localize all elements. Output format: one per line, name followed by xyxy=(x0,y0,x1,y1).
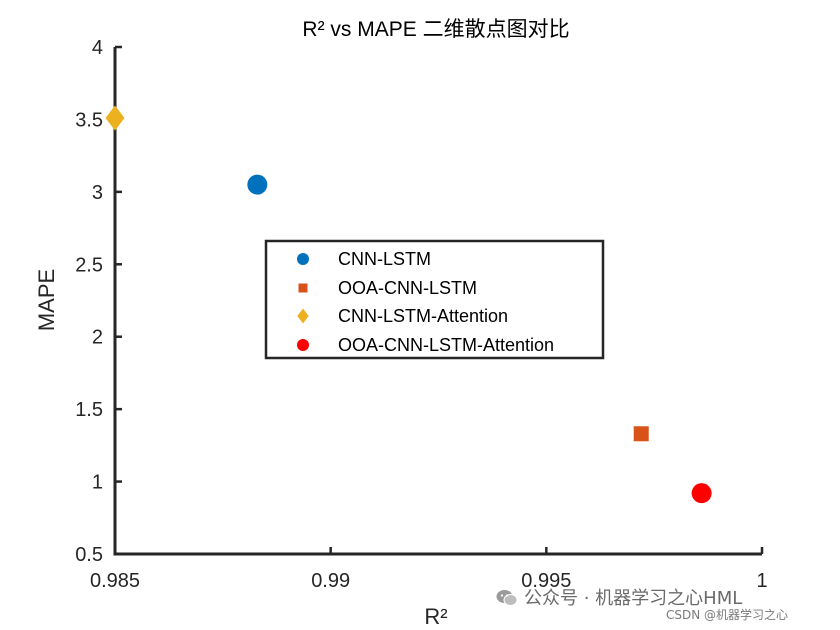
data-points xyxy=(105,105,712,504)
point-cnn-lstm xyxy=(247,174,268,195)
watermark: 公众号 · 机器学习之心HML xyxy=(496,584,742,610)
point-ooa-cnn-lstm xyxy=(633,426,649,442)
y-tick-label: 1 xyxy=(92,472,103,494)
watermark-text: 公众号 · 机器学习之心HML xyxy=(524,588,743,609)
legend-box xyxy=(264,239,605,360)
watermark-secondary: CSDN @机器学习之心 xyxy=(666,608,789,622)
y-tick-label: 3 xyxy=(92,182,103,204)
y-tick-label: 4 xyxy=(92,37,103,59)
y-axis-label: MAPE xyxy=(34,269,59,331)
x-tick-label: 0.985 xyxy=(90,570,140,592)
x-axis-label: R² xyxy=(424,604,447,629)
legend-label-cnn-lstm-attention: CNN-LSTM-Attention xyxy=(338,306,508,326)
legend-marker-cnn-lstm-attention xyxy=(297,308,309,324)
y-tick-label: 2.5 xyxy=(75,254,103,276)
x-tick-label: 0.995 xyxy=(521,570,571,592)
y-tick-label: 3.5 xyxy=(75,109,103,131)
point-cnn-lstm-attention xyxy=(105,105,125,131)
point-ooa-cnn-lstm-attention xyxy=(691,483,712,504)
legend-label-cnn-lstm: CNN-LSTM xyxy=(338,249,431,269)
legend-label-ooa-cnn-lstm: OOA-CNN-LSTM xyxy=(338,278,477,298)
wechat-icon xyxy=(496,590,518,606)
y-tick-label: 2 xyxy=(92,327,103,349)
chart-title: R² vs MAPE 二维散点图对比 xyxy=(302,18,569,41)
legend-label-ooa-cnn-lstm-attention: OOA-CNN-LSTM-Attention xyxy=(338,335,554,355)
axes: 0.985 0.99 0.995 1 0.5 1 1.5 2 2.5 3 3.5 4 xyxy=(75,37,767,592)
legend: CNN-LSTM OOA-CNN-LSTM CNN-LSTM-Attention OO… xyxy=(264,239,605,360)
y-tick-label: 0.5 xyxy=(75,544,103,566)
y-tick-label: 1.5 xyxy=(75,399,103,421)
legend-marker-ooa-cnn-lstm xyxy=(298,283,308,293)
x-tick-label: 1 xyxy=(756,570,767,592)
legend-marker-ooa-cnn-lstm-attention xyxy=(297,339,309,351)
legend-marker-cnn-lstm xyxy=(297,253,309,265)
x-tick-label: 0.99 xyxy=(311,570,350,592)
